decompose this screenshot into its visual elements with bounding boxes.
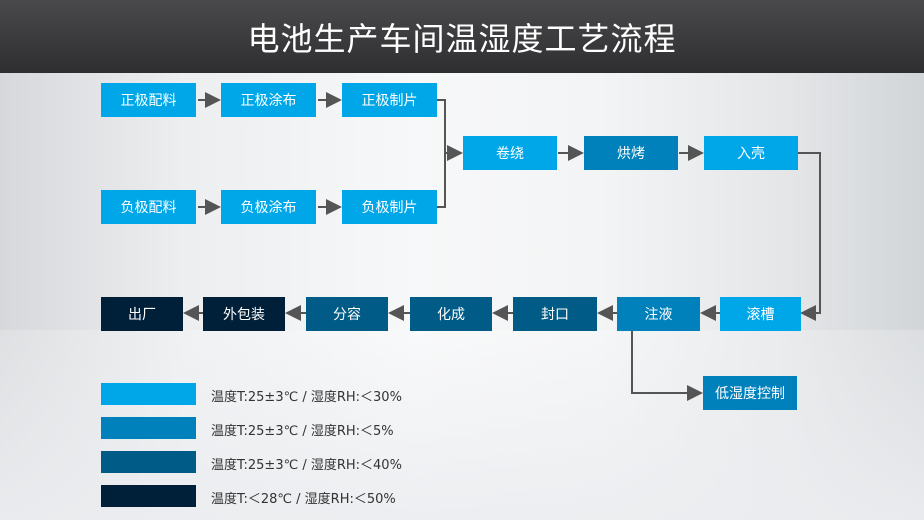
step-box: 正极配料: [101, 83, 196, 117]
legend-text: 温度T:＜28℃ / 湿度RH:＜50%: [211, 492, 396, 507]
legend-text: 温度T:25±3℃ / 湿度RH:＜30%: [211, 390, 402, 405]
step-box: 分容: [306, 297, 388, 331]
step-box: 正极制片: [342, 83, 437, 117]
legend-swatch: [101, 485, 196, 507]
step-box: 负极配料: [101, 190, 196, 224]
step-box: 滚槽: [720, 297, 801, 331]
step-box: 卷绕: [463, 136, 557, 170]
arrow: [798, 152, 821, 321]
step-box: 封口: [513, 297, 597, 331]
step-box: 化成: [410, 297, 492, 331]
step-box: 外包装: [203, 297, 285, 331]
legend-swatch: [101, 417, 196, 439]
step-box: 烘烤: [584, 136, 678, 170]
merge-line: [437, 99, 446, 208]
legend-text: 温度T:25±3℃ / 湿度RH:＜5%: [211, 424, 394, 439]
step-box: 出厂: [101, 297, 183, 331]
legend-swatch: [101, 451, 196, 473]
step-box: 注液: [617, 297, 700, 331]
title-bar: 电池生产车间温湿度工艺流程: [0, 0, 924, 73]
step-box: 负极涂布: [221, 190, 316, 224]
arrow: [631, 331, 703, 401]
step-box: 入壳: [704, 136, 798, 170]
step-box: 低湿度控制: [703, 376, 797, 410]
step-box: 负极制片: [342, 190, 437, 224]
page-title: 电池生产车间温湿度工艺流程: [247, 20, 677, 58]
step-box: 正极涂布: [221, 83, 316, 117]
legend-text: 温度T:25±3℃ / 湿度RH:＜40%: [211, 458, 402, 473]
legend-swatch: [101, 383, 196, 405]
